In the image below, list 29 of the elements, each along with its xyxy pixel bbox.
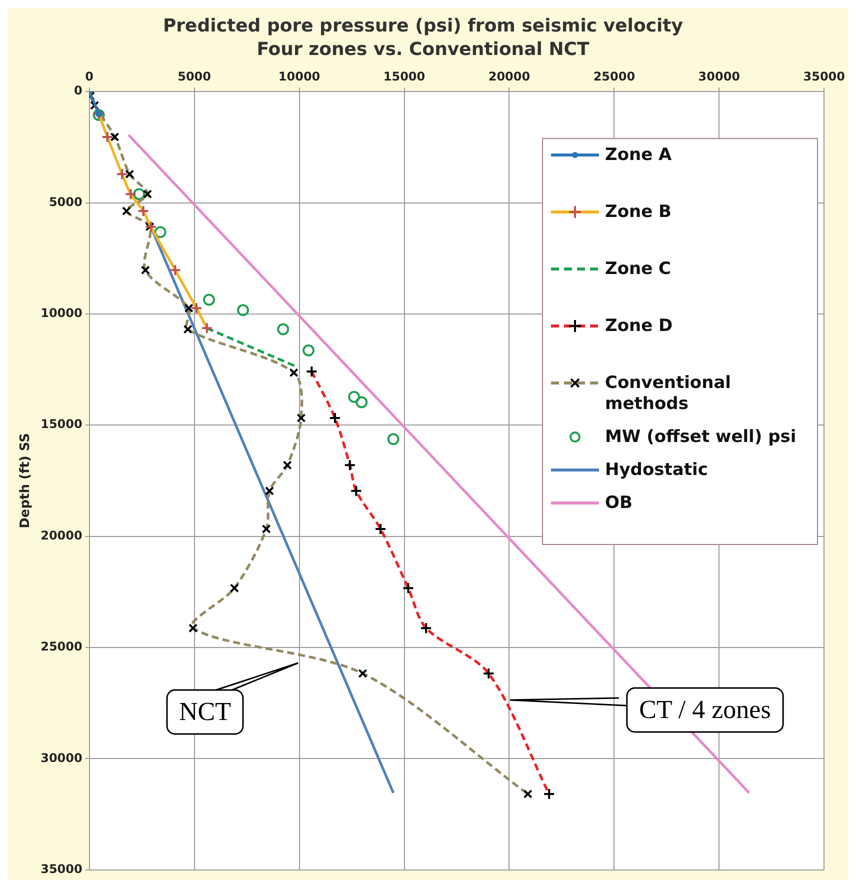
x-tick-label: 15000 (383, 70, 426, 84)
annotation: CT / 4 zones (639, 694, 771, 724)
x-tick-label: 10000 (278, 70, 320, 84)
x-tick-label: 0 (85, 70, 94, 84)
y-tick-label: 15000 (40, 417, 82, 432)
y-tick-label: 35000 (40, 862, 82, 876)
x-tick-label: 35000 (803, 70, 845, 84)
y-axis-title: Depth (ft) SS (18, 433, 34, 528)
legend-label: Conventional methods (605, 373, 732, 415)
chart-subtitle: Four zones vs. Conventional NCT (256, 39, 590, 60)
legend-label: MW (offset well) psi (605, 427, 796, 448)
y-tick-label: 20000 (40, 528, 82, 542)
x-tick-label: 25000 (593, 70, 636, 84)
y-tick-label: 5000 (48, 194, 82, 209)
y-tick-label: 0 (74, 84, 82, 98)
legend-label: Zone A (605, 145, 672, 166)
legend-label: Hydostatic (605, 460, 708, 481)
legend-label: OB (605, 493, 632, 514)
y-tick-label: 25000 (40, 640, 82, 654)
y-tick-label: 10000 (40, 306, 82, 320)
legend-label: Zone D (605, 316, 673, 337)
annotation: NCT (179, 696, 232, 726)
y-tick-label: 30000 (40, 750, 82, 765)
legend-label: Zone C (605, 259, 672, 280)
chart-title: Predicted pore pressure (psi) from seismic velocity (162, 15, 684, 36)
x-tick-label: 5000 (178, 70, 212, 84)
x-tick-label: 30000 (698, 70, 740, 84)
x-tick-label: 20000 (488, 70, 530, 84)
legend-label: Zone B (605, 202, 672, 223)
